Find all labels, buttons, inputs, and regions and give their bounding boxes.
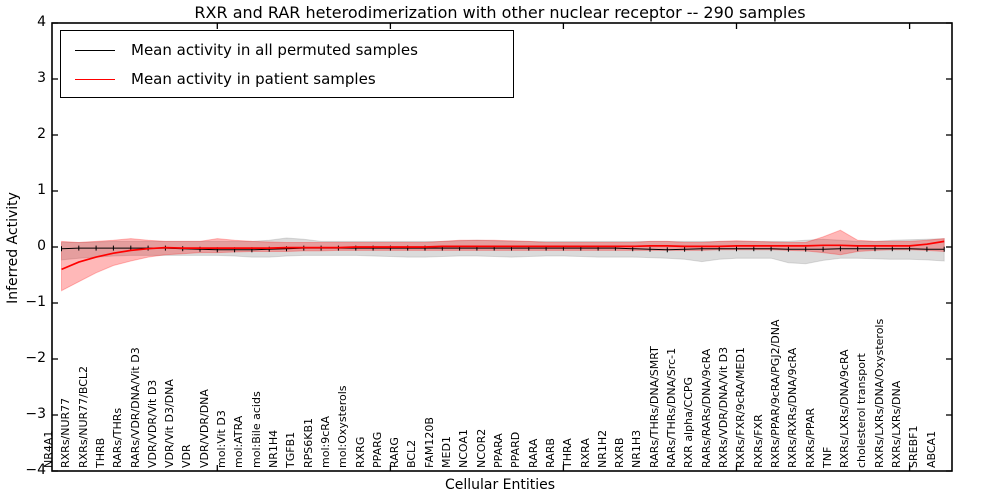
x-tick-label: mol:Oxysterols <box>336 385 350 469</box>
x-tick-label: RXRs/NUR77 <box>59 397 73 468</box>
legend-label-permuted: Mean activity in all permuted samples <box>131 41 418 59</box>
x-axis-label: Cellular Entities <box>444 477 556 493</box>
x-tick-label: RXRs/LXRs/DNA <box>890 380 904 468</box>
y-tick-label: 3 <box>37 70 46 86</box>
y-tick-label: −2 <box>25 350 46 366</box>
x-tick-label: RXRs/PPAR/9cRA/PGJ2/DNA <box>768 319 782 469</box>
permuted-samples-range-band <box>61 237 945 265</box>
x-tick-label: NCOA1 <box>457 429 471 468</box>
x-tick-label: RXRs/FXR/9cRA/MED1 <box>734 347 748 468</box>
x-tick-label: RARs/THRs <box>111 407 125 468</box>
x-tick-label: mol:Bile acids <box>249 391 263 468</box>
x-tick-label: TGFB1 <box>284 431 298 468</box>
legend: Mean activity in all permuted samples Me… <box>60 30 514 98</box>
x-tick-label: RPS6KB1 <box>301 417 315 468</box>
x-tick-label: VDR <box>180 444 194 468</box>
x-tick-label: TNF <box>820 446 834 468</box>
y-tick-label: 1 <box>37 182 46 198</box>
permuted-mean-line <box>61 247 945 251</box>
x-tick-label: NR4A1 <box>42 430 56 468</box>
x-tick-label: NCOR2 <box>474 428 488 468</box>
x-tick-label: RXRB <box>613 437 627 468</box>
x-tick-label: PPARG <box>370 431 384 468</box>
x-tick-label: VDR/VDR/Vit D3 <box>145 379 159 468</box>
x-tick-label: RXRA <box>578 438 592 468</box>
y-tick-label: −3 <box>25 406 46 422</box>
x-tick-label: cholesterol transport <box>855 353 869 468</box>
x-tick-label: RXRs/NUR77/BCL2 <box>76 365 90 468</box>
x-tick-label: mol:9cRA <box>318 416 332 468</box>
x-tick-label: FAM120B <box>422 417 436 468</box>
x-tick-label: RXRs/VDR/DNA/Vit D3 <box>717 346 731 468</box>
y-tick-label: −4 <box>25 462 46 478</box>
x-tick-label: RARs/RARs/DNA/9cRA <box>699 348 713 468</box>
x-tick-label: SREBF1 <box>907 425 921 468</box>
y-tick-label: −1 <box>25 294 46 310</box>
legend-item-permuted: Mean activity in all permuted samples <box>61 36 418 64</box>
x-tick-label: RARs/THRs/DNA/Src-1 <box>665 347 679 468</box>
y-tick-label: 2 <box>37 126 46 142</box>
legend-label-patient: Mean activity in patient samples <box>131 70 376 88</box>
x-tick-label: RXRG <box>353 436 367 468</box>
x-tick-label: RXRs/LXRs/DNA/Oxysterols <box>872 318 886 468</box>
x-tick-label: RARs/THRs/DNA/SMRT <box>647 346 661 468</box>
x-tick-label: THRB <box>93 437 107 468</box>
x-tick-label: MED1 <box>440 436 454 468</box>
x-tick-label: RXRs/LXRs/DNA/9cRA <box>838 349 852 468</box>
x-tick-label: NR1H4 <box>267 429 281 468</box>
x-tick-label: RARs/VDR/DNA/Vit D3 <box>128 347 142 468</box>
x-tick-label: PPARA <box>492 433 506 468</box>
patient-line-sample <box>75 78 115 80</box>
x-tick-label: RXRs/PPAR <box>803 408 817 468</box>
x-tick-label: RARA <box>526 438 540 468</box>
x-tick-label: RXRs/FXR <box>751 414 765 468</box>
x-tick-label: RXRs/RXRs/DNA/9cRA <box>786 347 800 468</box>
x-tick-label: BCL2 <box>405 439 419 468</box>
chart-title: RXR and RAR heterodimerization with othe… <box>194 3 806 22</box>
x-tick-label: VDR/Vit D3/DNA <box>163 379 177 468</box>
x-tick-label: THRA <box>561 438 575 468</box>
x-tick-label: mol:ATRA <box>232 415 246 468</box>
x-tick-label: RXR alpha/CCPG <box>682 376 696 468</box>
x-tick-label: mol:Vit D3 <box>215 410 229 468</box>
x-tick-label: NR1H3 <box>630 429 644 468</box>
x-tick-label: ABCA1 <box>924 430 938 468</box>
legend-item-patient: Mean activity in patient samples <box>61 65 376 93</box>
y-tick-label: 0 <box>37 238 46 254</box>
patient-mean-line <box>61 240 945 271</box>
x-tick-label: VDR/VDR/DNA <box>197 389 211 468</box>
x-tick-label: RARB <box>543 438 557 468</box>
x-tick-label: NR1H2 <box>595 429 609 468</box>
y-tick-label: 4 <box>37 14 46 30</box>
x-tick-label: RARG <box>388 437 402 468</box>
permuted-line-sample <box>75 49 115 51</box>
x-tick-label: PPARD <box>509 431 523 468</box>
